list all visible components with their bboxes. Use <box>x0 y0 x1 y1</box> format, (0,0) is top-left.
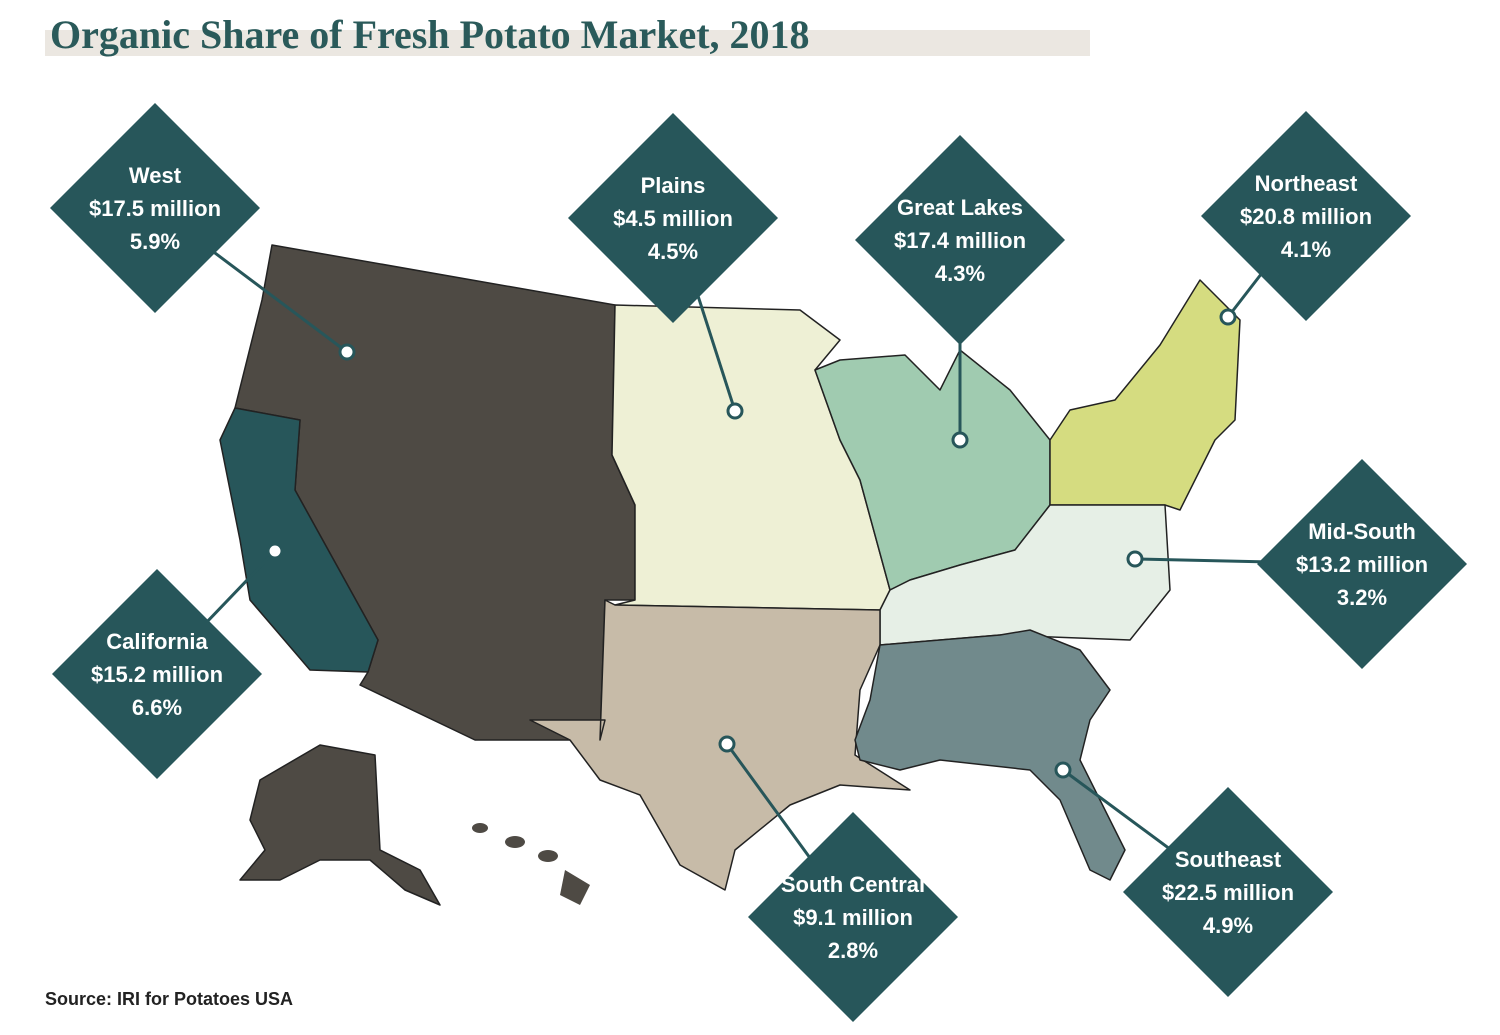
region-southeast <box>854 629 1126 881</box>
callout-diamond <box>748 812 958 1022</box>
hawaii <box>505 836 525 848</box>
region-dot <box>1219 308 1237 326</box>
region-name: West <box>129 163 182 188</box>
callout-diamond <box>1257 459 1467 669</box>
callout-diamond <box>1123 787 1333 997</box>
region-dot <box>338 343 356 361</box>
map <box>219 244 1241 906</box>
region-sales: $9.1 million <box>793 905 913 930</box>
region-sales: $17.4 million <box>894 228 1026 253</box>
region-name: South Central <box>781 872 925 897</box>
region-dot <box>718 735 736 753</box>
region-share: 2.8% <box>828 938 878 963</box>
callout-diamond <box>855 135 1065 345</box>
region-share: 6.6% <box>132 695 182 720</box>
hawaii <box>560 870 590 905</box>
region-share: 3.2% <box>1337 585 1387 610</box>
source: Source: IRI for Potatoes USA <box>45 989 293 1009</box>
region-sales: $22.5 million <box>1162 880 1294 905</box>
callouts: West $17.5 million 5.9% Plains $4.5 million 4… <box>50 103 1467 1022</box>
callout-diamond <box>1201 111 1411 321</box>
region-sales: $4.5 million <box>613 206 733 231</box>
region-name: Great Lakes <box>897 195 1023 220</box>
region-name: California <box>106 629 208 654</box>
hawaii <box>538 850 558 862</box>
region-dot <box>266 542 284 560</box>
region-northeast <box>1049 279 1241 511</box>
callout-diamond <box>568 113 778 323</box>
region-share: 4.9% <box>1203 913 1253 938</box>
region-sales: $13.2 million <box>1296 552 1428 577</box>
region-dot <box>726 402 744 420</box>
region-dot <box>1126 550 1144 568</box>
region-share: 4.1% <box>1281 237 1331 262</box>
region-sales: $17.5 million <box>89 196 221 221</box>
region-california <box>219 407 379 673</box>
region-dot <box>1054 761 1072 779</box>
region-name: Southeast <box>1175 847 1282 872</box>
region-name: Northeast <box>1255 171 1358 196</box>
title-band <box>45 30 1090 56</box>
alaska <box>239 744 441 906</box>
region-name: Mid-South <box>1308 519 1416 544</box>
region-share: 5.9% <box>130 229 180 254</box>
region-name: Plains <box>641 173 706 198</box>
hawaii <box>472 823 488 833</box>
region-dot <box>951 431 969 449</box>
region-share: 4.3% <box>935 261 985 286</box>
region-sales: $20.8 million <box>1240 204 1372 229</box>
region-sales: $15.2 million <box>91 662 223 687</box>
callout-diamond <box>50 103 260 313</box>
title: Organic Share of Fresh Potato Market, 20… <box>50 12 810 57</box>
callout-diamond <box>52 569 262 779</box>
region-share: 4.5% <box>648 239 698 264</box>
